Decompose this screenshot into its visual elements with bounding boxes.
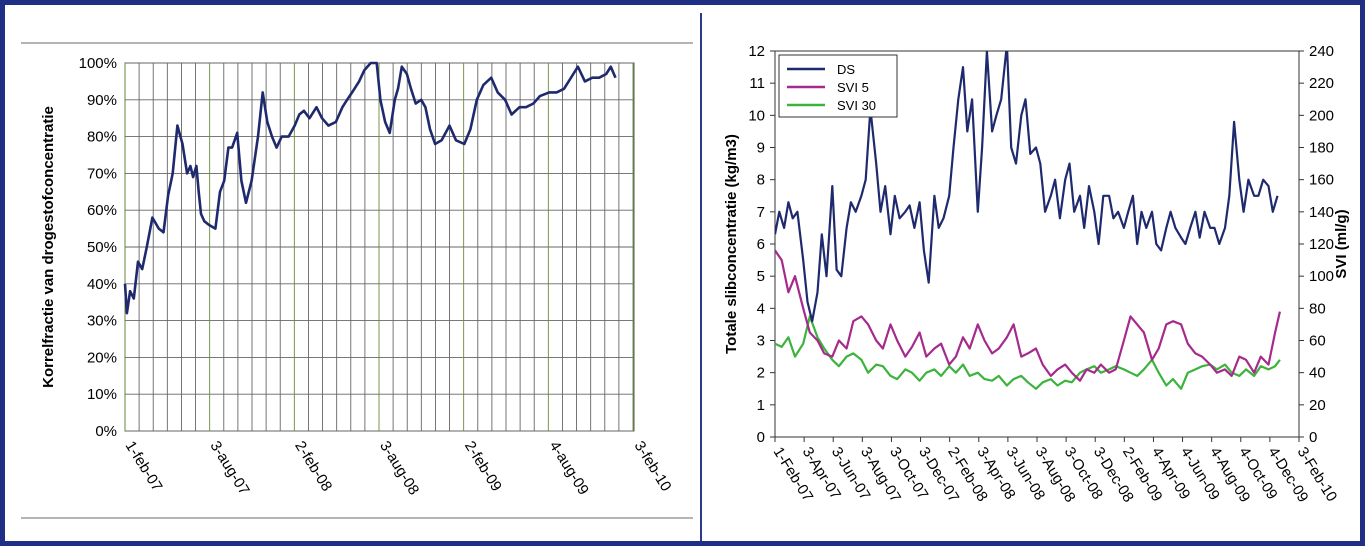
panel-divider: [700, 13, 702, 541]
legend-label: SVI 30: [837, 98, 876, 113]
y2-tick-label: 180: [1309, 140, 1334, 157]
y-tick-label: 70%: [87, 165, 117, 182]
x-tick-label: 2-feb-09: [461, 438, 505, 494]
x-tick-label: 3-feb-10: [631, 438, 675, 494]
y-tick-label: 10: [748, 107, 765, 124]
series-line-ds: [775, 51, 1279, 323]
y2-tick-label: 100: [1309, 268, 1334, 285]
line-chart-left: 0% 10% 20% 30% 40% 50% 60% 70% 80% 90% 100% 1-feb-0…: [21, 42, 693, 519]
series-group: [775, 51, 1281, 390]
y-tick-label: 2: [757, 365, 765, 382]
y-tick-label: 11: [749, 75, 765, 92]
y2-tick-label: 20: [1309, 397, 1326, 414]
y2-tick-label: 160: [1309, 172, 1334, 189]
legend-label: SVI 5: [837, 80, 869, 95]
series-line-svi-5: [775, 249, 1281, 382]
y2-tick-label: 200: [1309, 107, 1334, 124]
y-tick-label: 10%: [87, 386, 117, 403]
y-tick-label: 30%: [87, 313, 117, 330]
gridlines: [124, 62, 634, 432]
series-line-svi-30: [775, 315, 1281, 390]
chart-panel-left: 0% 10% 20% 30% 40% 50% 60% 70% 80% 90% 100% 1-feb-0…: [13, 13, 701, 541]
y-axis-title: Korrelfractie van drogestofconcentratie: [40, 106, 57, 388]
y-tick-label: 5: [757, 268, 765, 285]
y-tick-label: 1: [757, 397, 765, 414]
y2-tick-label: 40: [1309, 365, 1326, 382]
x-tick-label: 3-aug-07: [206, 438, 252, 498]
y-tick-label: 50%: [87, 239, 117, 256]
y-tick-label: 40%: [87, 276, 117, 293]
x-tick-label: 1-feb-07: [122, 438, 166, 494]
y2-tick-label: 220: [1309, 75, 1334, 92]
y2-tick-label: 240: [1309, 43, 1334, 60]
y-tick-label: 8: [757, 172, 765, 189]
chart-panel-right: 0 1 2 3 4 5 6 7 8 9 10 11 12 0 20 40 60 80 100 120 140 160 180…: [701, 13, 1362, 541]
y-tick-label: 0%: [95, 423, 117, 440]
y-tick-label: 3: [757, 333, 765, 350]
y-tick-label: 80%: [87, 129, 117, 146]
y-axis-title: Totale slibconcentratie (kg/m3): [723, 134, 740, 354]
y-tick-label: 100%: [79, 55, 117, 72]
x-tick-label: 2-feb-08: [291, 438, 335, 494]
y2-tick-label: 60: [1309, 333, 1326, 350]
legend: DS SVI 5 SVI 30: [778, 54, 898, 118]
x-tick-label: 4-aug-09: [546, 438, 592, 498]
y2-tick-label: 80: [1309, 300, 1326, 317]
y-tick-label: 9: [757, 140, 765, 157]
legend-label: DS: [837, 62, 855, 77]
line-chart-right: 0123456789101112020406080100120140160180…: [723, 43, 1350, 505]
y2-tick-label: 120: [1309, 236, 1334, 253]
y2-tick-label: 140: [1309, 204, 1334, 221]
y-tick-label: 4: [757, 300, 765, 317]
y2-axis-title: SVI (ml/g): [1333, 209, 1350, 278]
y-tick-label: 6: [757, 236, 765, 253]
y-tick-label: 20%: [87, 349, 117, 366]
y-tick-label: 90%: [87, 92, 117, 109]
x-tick-label: 3-aug-08: [376, 438, 422, 498]
y-tick-label: 12: [748, 43, 765, 60]
y-tick-label: 0: [757, 429, 765, 446]
y-tick-label: 60%: [87, 202, 117, 219]
y2-tick-label: 0: [1309, 429, 1317, 446]
y-tick-label: 7: [757, 204, 765, 221]
series-line: [123, 61, 617, 315]
